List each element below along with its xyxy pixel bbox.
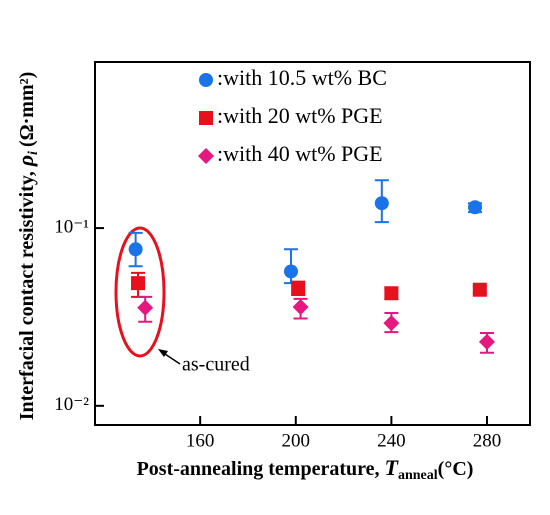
marker <box>374 196 389 211</box>
marker <box>478 333 495 350</box>
marker <box>283 264 298 279</box>
x-axis-title: Post-annealing temperature, Tanneal(°C) <box>137 455 474 483</box>
legend-marker <box>198 148 214 164</box>
marker <box>128 242 143 257</box>
y-tick-label: 10⁻² <box>54 394 89 415</box>
legend-marker <box>199 111 213 125</box>
legend-label: :with 40 wt% PGE <box>217 141 383 166</box>
y-tick-label: 10⁻¹ <box>54 216 89 237</box>
annotation: as-cured <box>182 354 250 376</box>
y-axis-title: Interfacial contact resistivity, ρi(Ω·mm… <box>13 72 41 421</box>
marker <box>472 282 487 297</box>
legend-label: :with 10.5 wt% BC <box>217 65 387 90</box>
arrow-head <box>158 349 168 357</box>
x-tick-label: 280 <box>473 430 502 451</box>
plot-frame <box>94 61 531 426</box>
marker <box>468 200 483 215</box>
x-tick-label: 200 <box>282 430 311 451</box>
marker <box>383 315 400 332</box>
x-tick-label: 160 <box>186 430 215 451</box>
legend-marker <box>199 73 213 87</box>
highlight-ellipse <box>114 226 166 358</box>
legend-label: :with 20 wt% PGE <box>217 103 383 128</box>
x-tick-label: 240 <box>377 430 406 451</box>
marker <box>137 299 154 316</box>
marker <box>292 298 309 315</box>
marker <box>291 281 306 296</box>
marker <box>384 286 399 301</box>
marker <box>131 276 146 291</box>
